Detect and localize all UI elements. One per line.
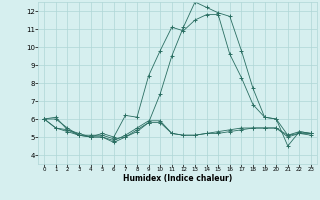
X-axis label: Humidex (Indice chaleur): Humidex (Indice chaleur) bbox=[123, 174, 232, 183]
